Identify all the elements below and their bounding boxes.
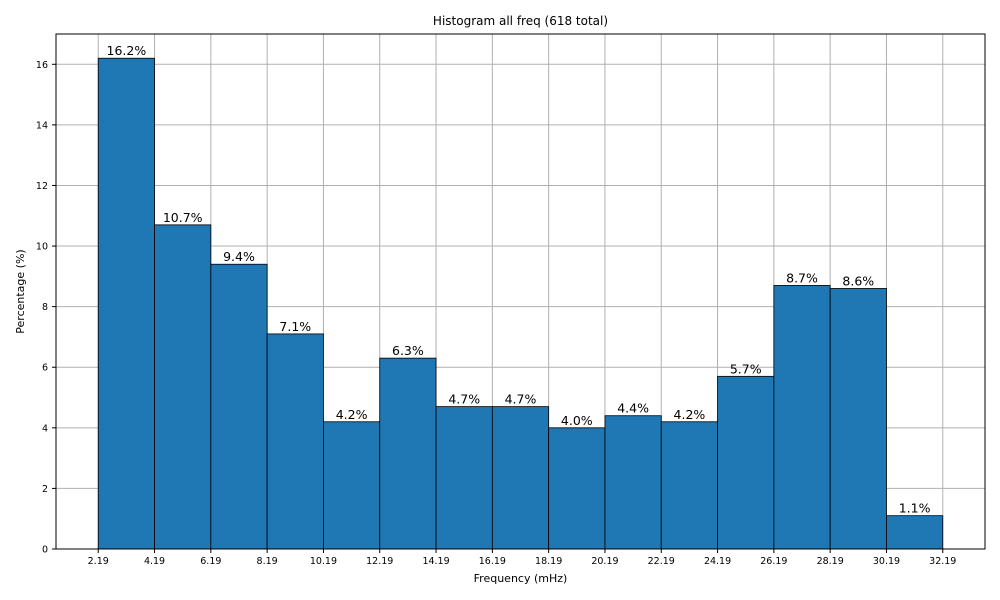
bar-value-label: 4.2%: [336, 407, 368, 422]
y-tick-label: 10: [36, 242, 48, 253]
histogram-bar: [435, 406, 493, 550]
y-tick-label: 0: [42, 545, 48, 556]
histogram-bar: [548, 427, 606, 550]
y-tick-label: 14: [36, 120, 48, 131]
bar-value-label: 4.2%: [674, 407, 706, 422]
y-tick-label: 2: [42, 484, 48, 495]
histogram-bar: [379, 357, 437, 550]
bar-value-labels: 16.2% 10.7% 9.4% 7.1% 4.2% 6.3% 4.7% 4.7% 4.0% 4.…: [107, 43, 931, 515]
chart-title: Histogram all freq (618 total): [433, 14, 608, 28]
x-tick-label: 32.19: [929, 556, 956, 567]
x-tick-label: 16.19: [479, 556, 506, 567]
bar-value-label: 4.7%: [505, 392, 537, 407]
x-tick-label: 8.19: [257, 556, 278, 567]
x-tick-label: 22.19: [648, 556, 675, 567]
histogram-bar: [604, 415, 662, 550]
bar-value-label: 9.4%: [223, 249, 255, 264]
histogram-bar: [491, 406, 550, 550]
y-tick-label: 8: [42, 302, 48, 313]
bar-value-label: 16.2%: [107, 43, 147, 58]
bar-value-label: 8.7%: [786, 270, 818, 285]
x-tick-label: 2.19: [88, 556, 109, 567]
x-tick-label: 14.19: [422, 556, 449, 567]
histogram-bar: [717, 375, 775, 550]
bar-value-label: 1.1%: [899, 501, 931, 516]
x-axis-label: Frequency (mHz): [474, 572, 568, 585]
bar-value-label: 8.6%: [842, 273, 874, 288]
y-tick-label: 4: [42, 423, 48, 434]
y-axis-ticks: 0 2 4 6 8 10 12 14 16: [36, 60, 56, 556]
plot-frame: [55, 33, 986, 550]
x-tick-label: 20.19: [591, 556, 618, 567]
bar-value-label: 7.1%: [279, 319, 311, 334]
x-tick-label: 24.19: [704, 556, 731, 567]
bar-value-label: 4.4%: [617, 401, 649, 416]
x-tick-label: 28.19: [817, 556, 844, 567]
histogram-bar: [660, 421, 718, 550]
bar-value-label: 10.7%: [163, 210, 203, 225]
histogram-bar: [773, 285, 831, 550]
x-tick-label: 12.19: [366, 556, 393, 567]
bar-value-label: 4.7%: [448, 392, 480, 407]
histogram-bar: [829, 288, 887, 550]
y-tick-label: 6: [42, 363, 48, 374]
bar-value-label: 6.3%: [392, 343, 424, 358]
x-tick-label: 4.19: [144, 556, 165, 567]
y-tick-label: 16: [36, 60, 48, 71]
x-tick-label: 10.19: [310, 556, 337, 567]
histogram-bar: [886, 515, 944, 550]
histogram-bar: [210, 263, 268, 550]
x-tick-label: 18.19: [535, 556, 562, 567]
y-tick-label: 12: [36, 181, 48, 192]
histogram-bar: [266, 333, 324, 550]
bar-value-label: 5.7%: [730, 361, 762, 376]
histogram-bar: [154, 224, 212, 550]
x-axis-ticks: 2.19 4.19 6.19 8.19 10.19 12.19 14.19 16.19 18.1…: [88, 549, 956, 567]
x-tick-label: 30.19: [873, 556, 900, 567]
x-tick-label: 6.19: [200, 556, 221, 567]
histogram-bar: [323, 421, 381, 550]
x-tick-label: 26.19: [760, 556, 787, 567]
y-axis-label: Percentage (%): [14, 249, 27, 333]
bars: [97, 57, 944, 550]
bar-value-label: 4.0%: [561, 413, 593, 428]
histogram-bar: [97, 57, 155, 550]
